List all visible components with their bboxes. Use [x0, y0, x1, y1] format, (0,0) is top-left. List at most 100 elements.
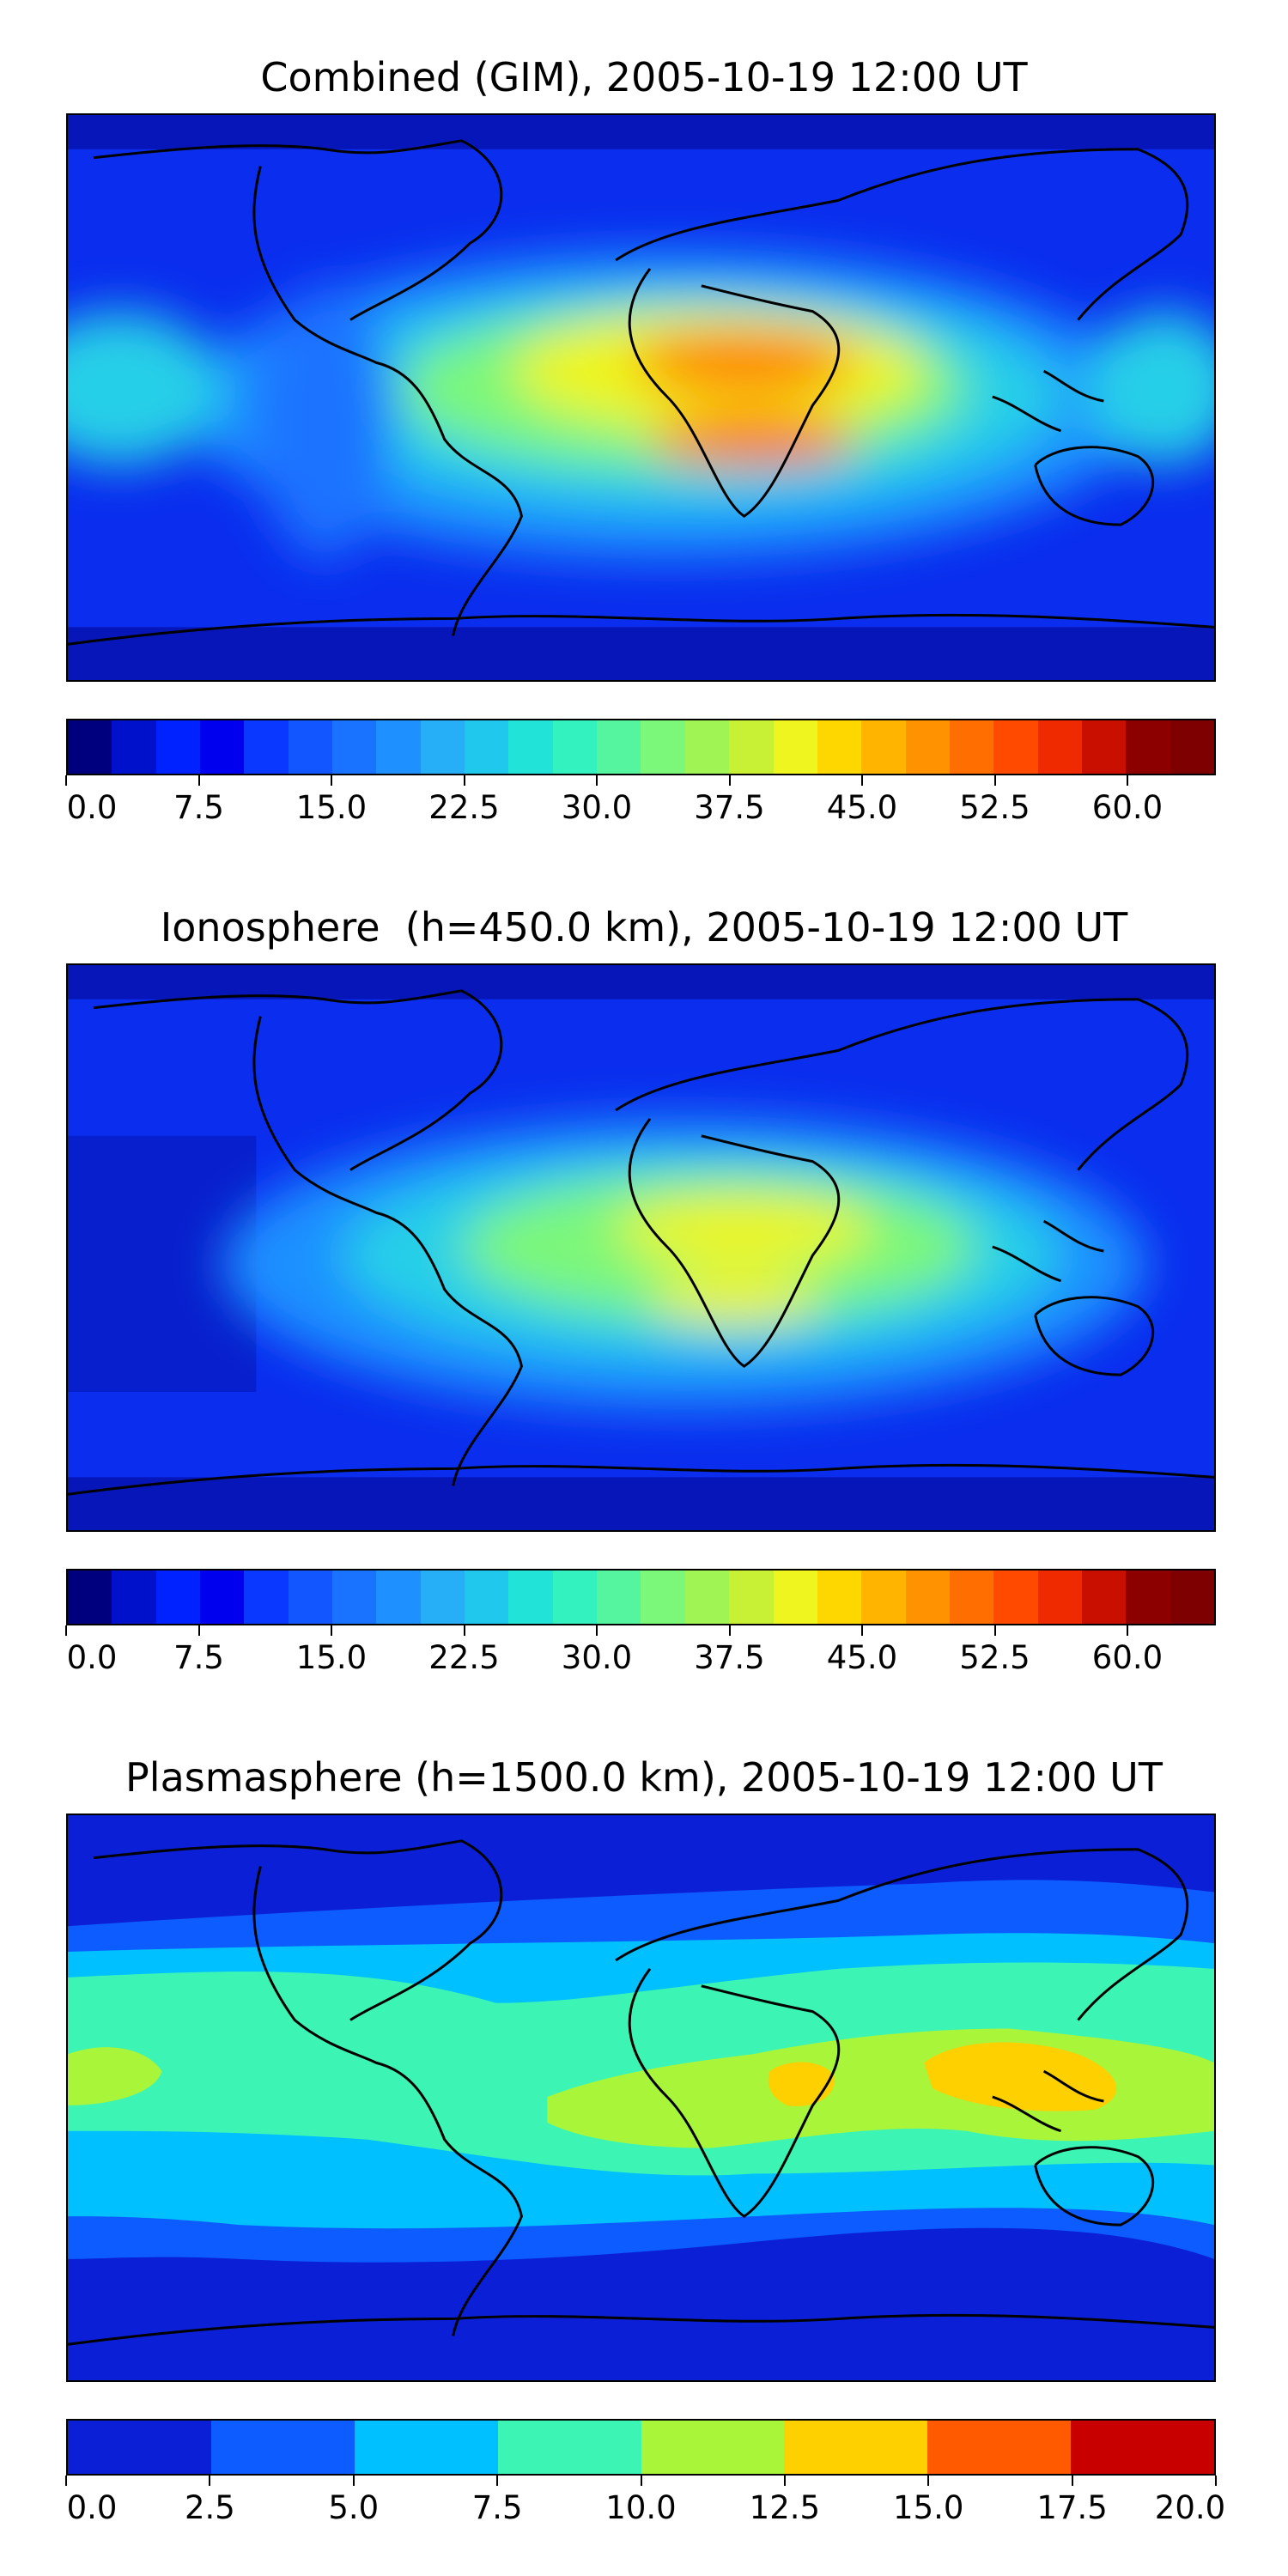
panel-title-combined: Combined (GIM), 2005-10-19 12:00 UT [260, 54, 1028, 100]
colorbar-swatch [773, 1571, 817, 1624]
colorbar-swatch [244, 720, 289, 774]
colorbar-tick-mark [1127, 775, 1128, 786]
colorbar-tick-label: 37.5 [694, 1639, 765, 1676]
colorbar-swatch [861, 1571, 906, 1624]
colorbar-swatch [155, 720, 201, 774]
colorbar-tick-mark [463, 1625, 465, 1636]
colorbar-swatch [420, 720, 465, 774]
colorbar-tick-label: 10.0 [605, 2489, 677, 2526]
colorbar-swatch [1071, 2421, 1214, 2474]
colorbar-swatch [420, 1571, 465, 1624]
colorbar-swatch [112, 720, 156, 774]
tec-map-combined [68, 115, 1214, 680]
colorbar-swatch [155, 1571, 201, 1624]
colorbar-swatch [993, 1571, 1038, 1624]
colorbar-tick-label: 15.0 [893, 2489, 964, 2526]
map-combined [66, 113, 1216, 682]
colorbar-swatch [1081, 720, 1127, 774]
colorbar-swatch [773, 720, 817, 774]
colorbar-swatch [597, 720, 641, 774]
colorbar-swatch [1170, 720, 1214, 774]
colorbar-swatch [1037, 720, 1082, 774]
colorbar-tick-label: 7.5 [471, 2489, 523, 2526]
colorbar-swatch [641, 2421, 785, 2474]
colorbar-swatch [200, 1571, 245, 1624]
colorbar-tick-label: 0.0 [66, 1639, 118, 1676]
colorbar-tick-mark [331, 775, 332, 786]
colorbar-swatch [817, 1571, 862, 1624]
colorbar-swatch [861, 720, 906, 774]
colorbar-tick-mark [1127, 1625, 1128, 1636]
colorbar-tick-mark [209, 2476, 211, 2486]
colorbar-tick-label: 37.5 [694, 789, 765, 826]
colorbar-tick-mark [1215, 2476, 1217, 2486]
colorbar-tick-label: 22.5 [428, 1639, 500, 1676]
colorbar-swatch [68, 2421, 211, 2474]
colorbar-ticks-plasmasphere: 0.0 2.5 5.0 7.5 10.0 12.5 15.0 17.5 20.0 [65, 2476, 1225, 2527]
tec-map-plasmasphere [68, 1815, 1214, 2380]
colorbar-swatch [497, 2421, 641, 2474]
colorbar-tick-label: 45.0 [826, 1639, 898, 1676]
colorbar-tick-mark [352, 2476, 355, 2486]
colorbar-ionosphere [66, 1569, 1216, 1625]
colorbar-swatch [927, 2421, 1072, 2474]
colorbar-tick-label: 45.0 [826, 789, 898, 826]
colorbar-tick-mark [65, 775, 67, 786]
colorbar-swatch [993, 720, 1038, 774]
colorbar-swatch [684, 720, 730, 774]
colorbar-swatch [376, 1571, 421, 1624]
colorbar-swatch [684, 1571, 730, 1624]
colorbar-tick-mark [861, 775, 863, 786]
colorbar-tick-mark [596, 775, 598, 786]
map-ionosphere [66, 963, 1216, 1532]
colorbar-tick-label: 20.0 [1154, 2489, 1226, 2526]
colorbar-tick-mark [596, 1625, 598, 1636]
colorbar-swatch [552, 1571, 598, 1624]
colorbar-swatch [1081, 1571, 1127, 1624]
colorbar-plasmasphere [66, 2419, 1216, 2476]
colorbar-ticks-combined: 0.0 7.5 15.0 22.5 30.0 37.5 45.0 52.5 60.0 [65, 775, 1216, 827]
colorbar-tick-mark [993, 775, 996, 786]
colorbar-swatch [949, 720, 994, 774]
colorbar-tick-label: 52.5 [959, 1639, 1030, 1676]
colorbar-tick-label: 60.0 [1091, 789, 1163, 826]
colorbar-tick-label: 12.5 [749, 2489, 821, 2526]
colorbar-swatch [784, 2421, 928, 2474]
colorbar-tick-mark [927, 2476, 930, 2486]
colorbar-tick-mark [783, 2476, 786, 2486]
colorbar-tick-label: 7.5 [173, 1639, 224, 1676]
colorbar-tick-mark [728, 775, 731, 786]
colorbar-swatch [905, 1571, 950, 1624]
colorbar-swatch [200, 720, 245, 774]
colorbar-tick-label: 17.5 [1036, 2489, 1108, 2526]
colorbar-swatch [376, 720, 421, 774]
colorbar-tick-mark [197, 775, 200, 786]
colorbar-swatch [112, 1571, 156, 1624]
colorbar-swatch [729, 1571, 774, 1624]
colorbar-swatch [949, 1571, 994, 1624]
colorbar-tick-mark [728, 1625, 731, 1636]
colorbar-swatch [729, 720, 774, 774]
colorbar-swatch [68, 1571, 112, 1624]
colorbar-tick-label: 22.5 [428, 789, 500, 826]
colorbar-swatch [905, 720, 950, 774]
colorbar-swatch [597, 1571, 641, 1624]
colorbar-tick-label: 0.0 [66, 789, 118, 826]
colorbar-tick-label: 52.5 [959, 789, 1030, 826]
colorbar-tick-mark [993, 1625, 996, 1636]
colorbar-swatch [68, 720, 112, 774]
colorbar-swatch [508, 720, 553, 774]
colorbar-tick-label: 30.0 [561, 1639, 633, 1676]
colorbar-swatch [1037, 1571, 1082, 1624]
colorbar-swatch [210, 2421, 355, 2474]
colorbar-tick-label: 60.0 [1091, 1639, 1163, 1676]
colorbar-swatch [354, 2421, 498, 2474]
colorbar-ticks-ionosphere: 0.0 7.5 15.0 22.5 30.0 37.5 45.0 52.5 60.0 [65, 1625, 1216, 1677]
colorbar-swatch [332, 1571, 377, 1624]
colorbar-tick-label: 15.0 [295, 789, 368, 826]
panel-title-ionosphere: Ionosphere (h=450.0 km), 2005-10-19 12:0… [160, 904, 1128, 951]
colorbar-tick-label: 7.5 [173, 789, 224, 826]
colorbar-swatch [1126, 1571, 1170, 1624]
panel-title-plasmasphere: Plasmasphere (h=1500.0 km), 2005-10-19 1… [125, 1754, 1163, 1801]
colorbar-swatch [1170, 1571, 1214, 1624]
